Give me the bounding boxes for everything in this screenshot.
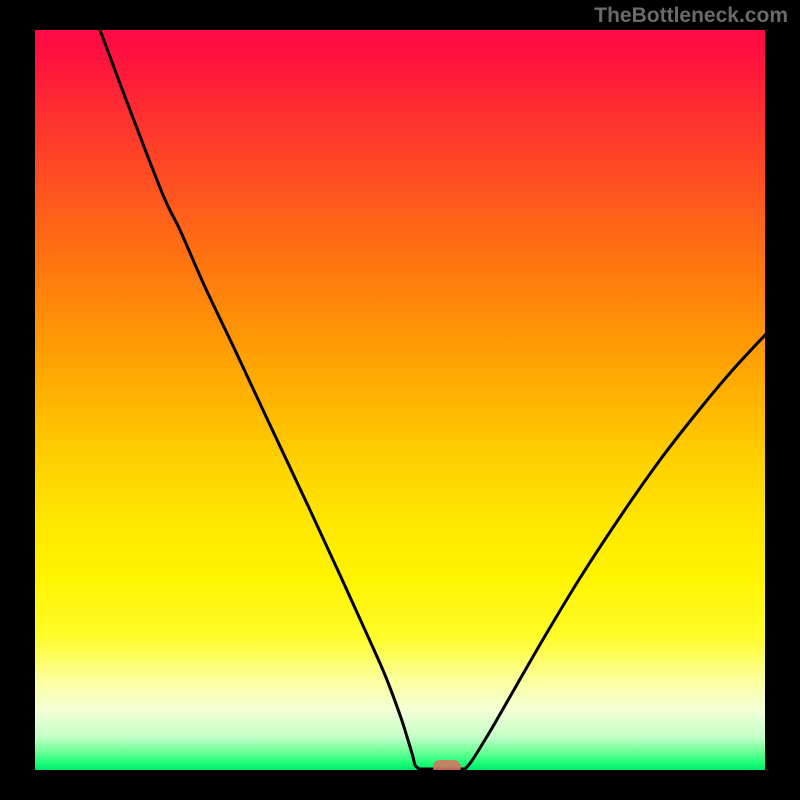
plot-area: [35, 30, 765, 770]
bottleneck-chart: [35, 30, 765, 770]
watermark-text: TheBottleneck.com: [594, 4, 788, 28]
gradient-background: [35, 30, 765, 770]
optimal-marker: [433, 760, 461, 770]
